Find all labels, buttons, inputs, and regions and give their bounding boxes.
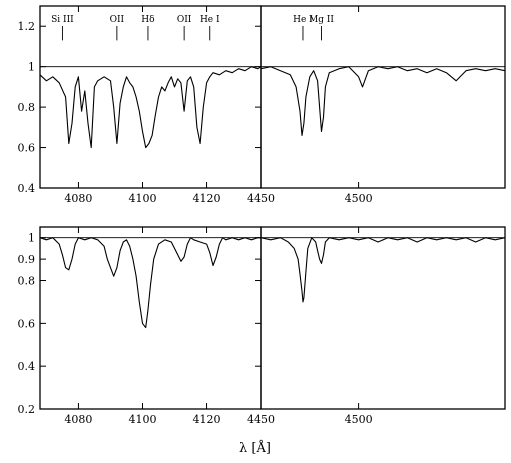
x-tick-label: 4450 xyxy=(247,413,275,426)
line-id-label: He I xyxy=(200,15,220,25)
y-tick-label: 0.8 xyxy=(18,275,36,288)
x-tick-label: 4120 xyxy=(193,192,221,205)
line-id-label: OII xyxy=(110,15,125,25)
line-id-label: OII xyxy=(177,15,192,25)
panel-frame xyxy=(39,5,262,189)
x-tick-label: 4120 xyxy=(193,413,221,426)
x-tick-label: 4500 xyxy=(345,413,373,426)
panel-top-left: 4080 4100 4120 0.4 0.6 0.8 1 1.2 Si III OII Hδ OII H… xyxy=(18,5,262,205)
y-tick-label: 0.8 xyxy=(18,101,36,114)
y-tick-label: 0.4 xyxy=(18,182,36,195)
series-line xyxy=(39,237,261,329)
y-tick-label: 0.2 xyxy=(18,403,36,416)
x-axis-label: λ [Å] xyxy=(239,440,271,456)
x-tick-label: 4080 xyxy=(64,413,92,426)
panel-frame xyxy=(260,226,506,410)
panel-top-right: 4450 4500 He IMg II xyxy=(247,5,506,205)
series-line xyxy=(39,66,262,149)
y-tick-label: 0.6 xyxy=(18,142,36,155)
line-id-label: He I xyxy=(293,15,313,25)
y-tick-label: 0.4 xyxy=(18,360,36,373)
x-tick-label: 4100 xyxy=(128,192,156,205)
line-id-label: Si III xyxy=(51,15,74,25)
y-tick-label: 1 xyxy=(28,61,35,74)
panel-frame xyxy=(260,5,506,189)
y-tick-label: 1 xyxy=(28,232,35,245)
x-tick-label: 4080 xyxy=(64,192,92,205)
x-tick-label: 4500 xyxy=(345,192,373,205)
panel-bottom-left: 4080 4100 4120 0.2 0.4 0.6 0.8 0.9 1 xyxy=(18,226,262,426)
y-tick-label: 0.6 xyxy=(18,317,36,330)
panel-bottom-right: 4450 4500 xyxy=(247,226,506,426)
line-id-label: Mg II xyxy=(309,15,334,25)
y-tick-label: 1.2 xyxy=(18,20,36,33)
x-tick-label: 4100 xyxy=(128,413,156,426)
series-line xyxy=(260,237,506,303)
x-tick-label: 4450 xyxy=(247,192,275,205)
y-tick-label: 0.9 xyxy=(18,253,36,266)
line-id-label: Hδ xyxy=(141,15,154,25)
series-line xyxy=(260,66,506,136)
